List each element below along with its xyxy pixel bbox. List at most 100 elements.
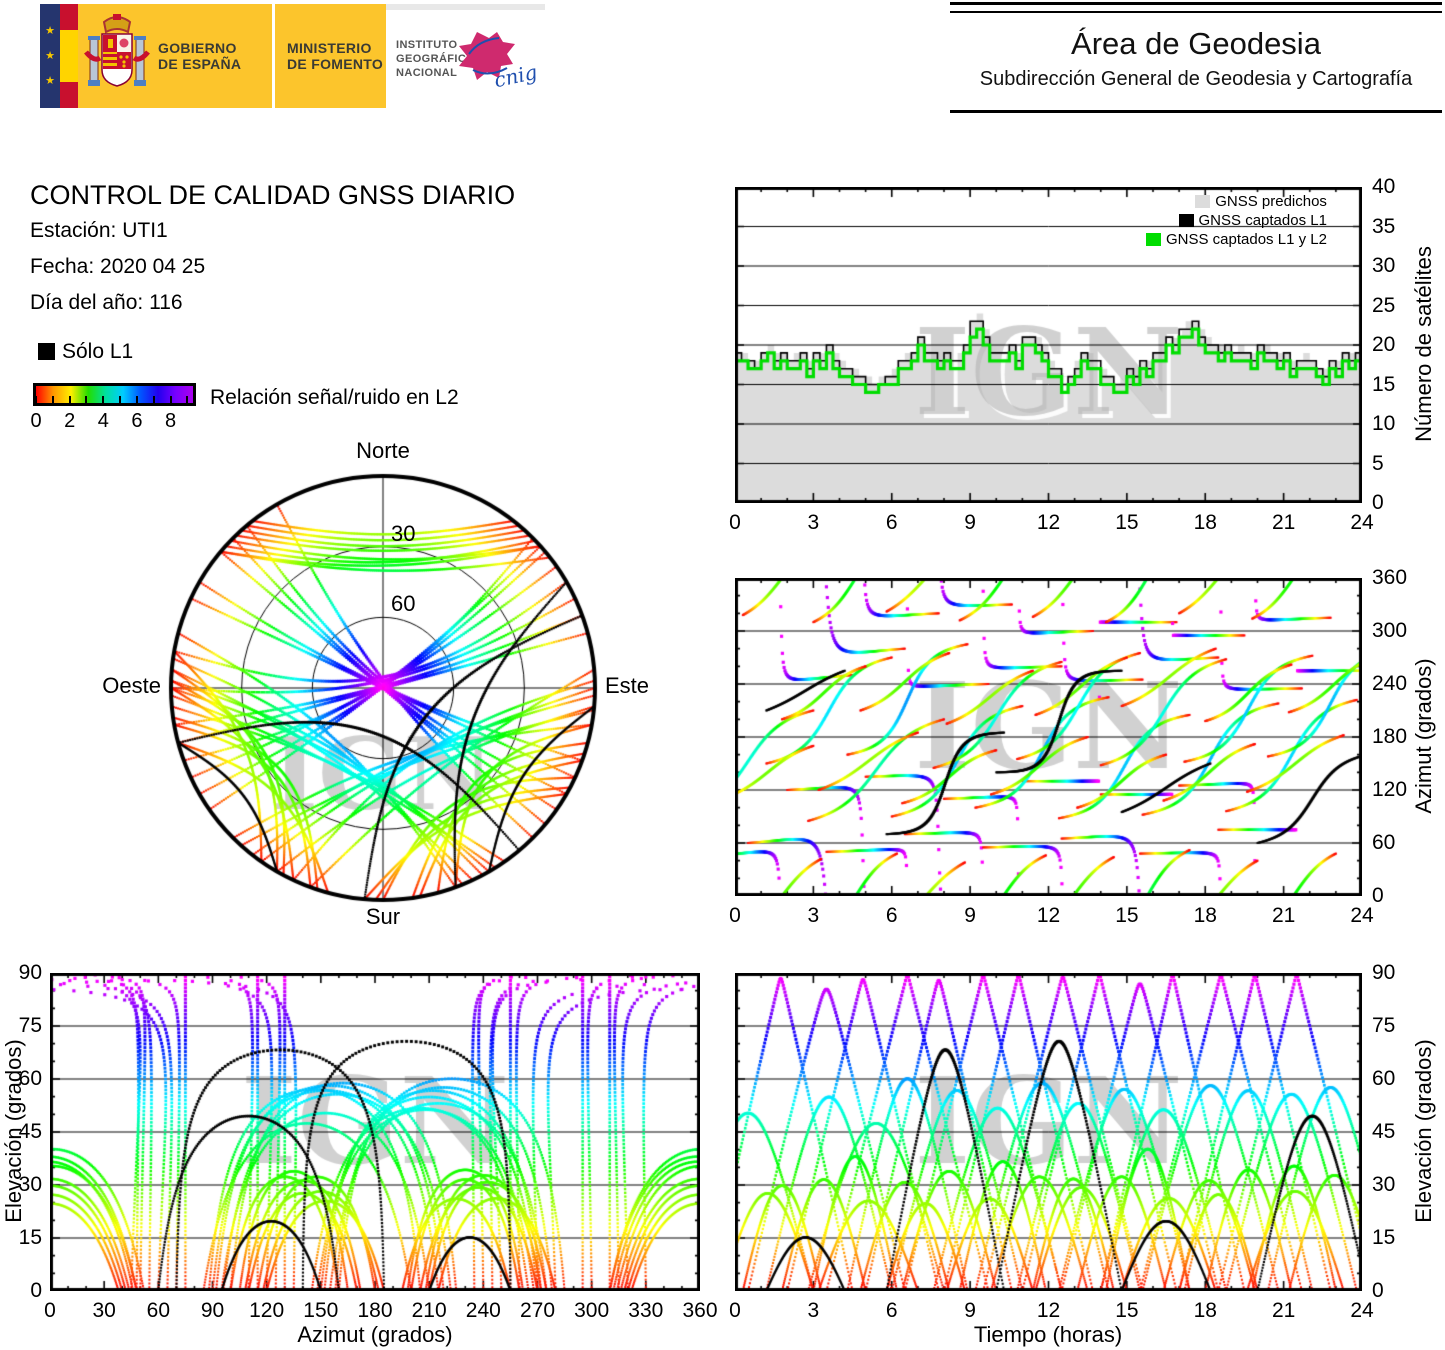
skyplot-west-label: Oeste xyxy=(102,673,161,698)
colorbar-tick xyxy=(135,396,138,403)
x-tick-label: 180 xyxy=(357,1299,393,1322)
x-tick-label: 15 xyxy=(1115,1299,1139,1322)
star-icon: ★ xyxy=(45,24,55,37)
x-tick-label: 24 xyxy=(1350,1299,1374,1322)
star-icon: ★ xyxy=(45,49,55,62)
colorbar-tick-label: 8 xyxy=(165,410,177,432)
y-tick-label: 90 xyxy=(18,961,42,984)
colorbar-tick xyxy=(152,396,155,403)
skyplot-ring60-label: 60 xyxy=(391,591,416,616)
y-tick-label: 30 xyxy=(1372,1173,1396,1196)
y-tick-label: 45 xyxy=(18,1120,42,1143)
colorbar-tick xyxy=(85,396,88,403)
doy-line: Día del año: 116 xyxy=(30,291,183,314)
star-icon: ★ xyxy=(45,74,55,87)
y-tick-label: 5 xyxy=(1372,451,1384,475)
elev-az-xlabel: Azimut (grados) xyxy=(297,1322,453,1347)
cnig-brush-icon xyxy=(459,32,515,80)
x-tick-label: 18 xyxy=(1193,511,1217,534)
elevation-time-chart xyxy=(735,973,1362,1291)
x-tick-label: 18 xyxy=(1193,1299,1217,1322)
x-tick-label: 12 xyxy=(1036,904,1061,927)
area-title: Área de Geodesia xyxy=(1071,26,1321,61)
ministerio-line2: DE FOMENTO xyxy=(287,56,384,72)
x-tick-label: 3 xyxy=(807,511,820,534)
legend-swatch xyxy=(1146,233,1161,246)
spain-flag-strip xyxy=(60,4,78,108)
y-tick-label: 75 xyxy=(18,1014,42,1037)
x-tick-label: 150 xyxy=(303,1299,339,1322)
rule xyxy=(950,2,1442,5)
spain-flag-yellow xyxy=(60,30,78,82)
colorbar-tick xyxy=(102,396,105,403)
x-tick-label: 30 xyxy=(92,1299,116,1322)
y-tick-label: 15 xyxy=(18,1226,42,1249)
elevation-azimuth-chart xyxy=(50,973,700,1291)
x-tick-label: 21 xyxy=(1271,904,1296,927)
x-tick-label: 0 xyxy=(729,511,741,534)
x-tick-label: 12 xyxy=(1036,511,1061,534)
legend-item: GNSS predichos xyxy=(1146,192,1327,211)
y-tick-label: 0 xyxy=(1372,884,1384,907)
area-subtitle: Subdirección General de Geodesia y Carto… xyxy=(979,68,1413,90)
x-tick-label: 120 xyxy=(249,1299,285,1322)
colorbar-tick-label: 6 xyxy=(131,410,143,432)
y-tick-label: 60 xyxy=(18,1067,42,1090)
instituto-line1: INSTITUTO xyxy=(396,39,458,51)
x-tick-label: 24 xyxy=(1350,904,1374,927)
y-tick-label: 45 xyxy=(1372,1120,1396,1143)
x-tick-label: 18 xyxy=(1193,904,1217,927)
colorbar-tick-label: 2 xyxy=(64,410,76,432)
instituto-line2: GEOGRÁFICO xyxy=(396,53,476,65)
x-tick-label: 240 xyxy=(465,1299,501,1322)
solo-l1-swatch xyxy=(38,343,55,360)
skyplot-east-label: Este xyxy=(605,673,650,698)
y-tick-label: 300 xyxy=(1372,619,1408,642)
colorbar-tick xyxy=(35,396,37,403)
skyplot-canvas xyxy=(158,463,608,913)
azimuth-time-chart xyxy=(735,578,1362,896)
instituto-line3: NACIONAL xyxy=(396,67,458,79)
colorbar-tick-label: 0 xyxy=(30,410,42,432)
satellite-count-chart xyxy=(735,187,1362,503)
x-tick-label: 21 xyxy=(1271,1299,1296,1322)
y-tick-label: 15 xyxy=(1372,372,1396,396)
y-tick-label: 240 xyxy=(1372,672,1408,695)
solo-l1-label: Sólo L1 xyxy=(62,340,134,363)
x-tick-label: 9 xyxy=(964,904,976,927)
y-tick-label: 60 xyxy=(1372,1067,1396,1090)
y-tick-label: 25 xyxy=(1372,293,1396,317)
x-tick-label: 270 xyxy=(519,1299,556,1322)
y-tick-label: 30 xyxy=(18,1173,42,1196)
x-tick-label: 6 xyxy=(885,1299,898,1322)
cnig-logo: cnig xyxy=(447,24,539,94)
x-tick-label: 9 xyxy=(964,1299,976,1322)
x-tick-label: 6 xyxy=(885,904,898,927)
x-tick-label: 330 xyxy=(628,1299,664,1322)
elev-time-xlabel: Tiempo (horas) xyxy=(973,1322,1123,1347)
y-tick-label: 10 xyxy=(1372,412,1396,435)
x-tick-label: 0 xyxy=(729,904,741,927)
y-tick-label: 60 xyxy=(1372,831,1396,854)
colorbar-tick xyxy=(186,396,189,403)
y-tick-label: 20 xyxy=(1372,333,1396,356)
y-tick-label: 0 xyxy=(30,1279,42,1302)
y-tick-label: 0 xyxy=(1372,1279,1384,1302)
x-tick-label: 12 xyxy=(1036,1299,1061,1322)
skyplot-ring30-label: 30 xyxy=(391,521,416,546)
station-line: Estación: UTI1 xyxy=(30,219,168,242)
x-tick-label: 360 xyxy=(682,1299,718,1322)
y-tick-label: 120 xyxy=(1372,778,1408,801)
x-tick-label: 90 xyxy=(200,1299,225,1322)
legend-label: GNSS captados L1 xyxy=(1198,212,1327,229)
x-tick-label: 300 xyxy=(574,1299,610,1322)
gobierno-line2: DE ESPAÑA xyxy=(158,56,242,72)
x-tick-label: 3 xyxy=(807,904,820,927)
government-banner: ★ ★ ★ xyxy=(40,4,545,108)
gobierno-block: GOBIERNO DE ESPAÑA xyxy=(78,4,272,108)
legend-label: GNSS predichos xyxy=(1215,193,1327,210)
skyplot-south-label: Sur xyxy=(365,904,401,929)
x-tick-label: 6 xyxy=(885,511,898,534)
skyplot-north-label: Norte xyxy=(356,438,410,463)
